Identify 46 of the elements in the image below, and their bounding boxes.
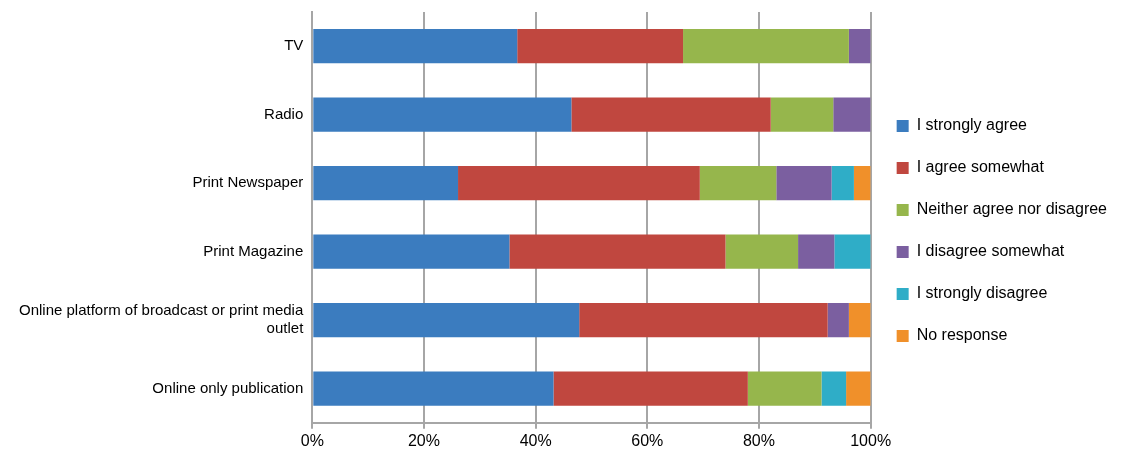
x-tick-label: 20% — [407, 431, 440, 449]
bar — [509, 234, 726, 269]
bar — [517, 29, 684, 64]
x-tick-label: 60% — [631, 431, 664, 449]
bar — [776, 166, 832, 201]
x-tick-label: 100% — [850, 431, 892, 449]
bar — [571, 97, 771, 132]
bar — [313, 166, 459, 201]
bar — [683, 29, 849, 64]
bar — [770, 97, 834, 132]
bar — [313, 371, 554, 406]
bar — [747, 371, 822, 406]
bar — [458, 166, 700, 201]
bar — [821, 371, 847, 406]
y-tick-label: Online only publication — [152, 378, 304, 396]
x-tick-label: 40% — [519, 431, 552, 449]
bar — [848, 302, 871, 338]
legend-label: I strongly agree — [916, 116, 1028, 134]
y-tick-label: Radio — [264, 104, 304, 122]
bar — [833, 97, 871, 132]
legend-label: I disagree somewhat — [916, 242, 1065, 260]
bar — [846, 371, 871, 406]
bar — [313, 29, 518, 64]
legend-label: No response — [916, 326, 1008, 344]
bar — [827, 302, 849, 338]
bar — [553, 371, 748, 406]
bar — [313, 97, 572, 132]
y-tick-label: TV — [284, 36, 304, 54]
bar — [831, 166, 854, 201]
x-tick-label: 80% — [742, 431, 776, 449]
bar — [834, 234, 871, 269]
y-tick-label: Print Newspaper — [192, 173, 304, 191]
y-tick-label: Online platform of broadcast or print media outlet — [18, 301, 305, 337]
bar — [725, 234, 799, 269]
bar — [848, 29, 871, 64]
bar — [699, 166, 777, 201]
y-tick-label: Print Magazine — [203, 241, 304, 259]
bar — [313, 302, 580, 338]
bar — [579, 302, 828, 338]
legend-label: Neither agree nor disagree — [916, 200, 1108, 218]
bar — [313, 234, 510, 269]
x-tick-label: 0% — [300, 431, 324, 449]
bar — [798, 234, 835, 269]
legend-label: I agree somewhat — [916, 158, 1045, 176]
legend-label: I strongly disagree — [916, 284, 1048, 302]
bar — [853, 166, 871, 201]
